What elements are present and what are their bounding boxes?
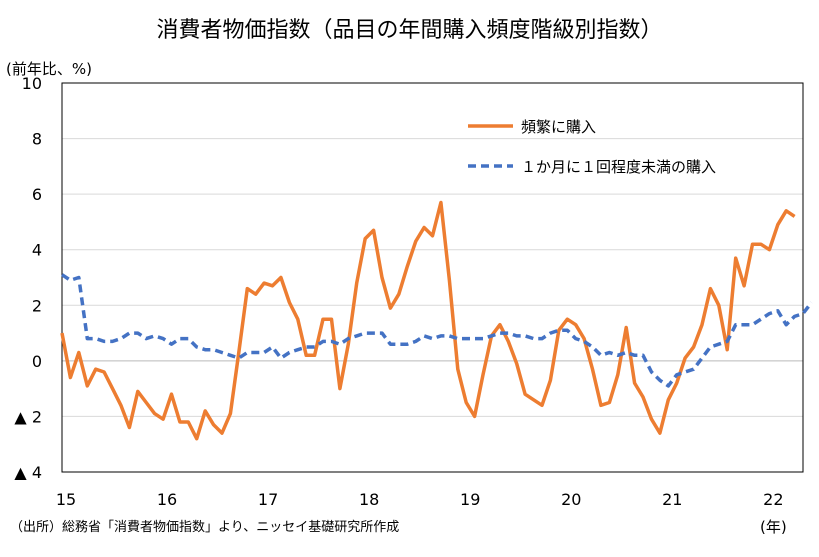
x-axis-tick-labels: 15 16 17 18 19 20 21 22 xyxy=(56,490,784,509)
x-tick-label: 21 xyxy=(662,490,682,509)
grid-lines xyxy=(62,82,803,473)
source-note: （出所）総務省「消費者物価指数」より、ニッセイ基礎研究所作成 xyxy=(10,520,400,535)
legend: 頻繁に購入 １か月に１回程度未満の購入 xyxy=(468,118,716,176)
legend-label-1: 頻繁に購入 xyxy=(521,118,596,136)
y-tick-label: 6 xyxy=(32,185,42,204)
x-tick-label: 16 xyxy=(157,490,177,509)
legend-label-2: １か月に１回程度未満の購入 xyxy=(521,158,716,176)
chart-title: 消費者物価指数（品目の年間購入頻度階級別指数） xyxy=(156,18,663,43)
y-tick-label: ▲ 2 xyxy=(14,407,42,426)
x-tick-label: 17 xyxy=(258,490,278,509)
x-tick-label: 20 xyxy=(561,490,581,509)
y-tick-label: ▲ 4 xyxy=(14,463,42,482)
y-tick-label: 2 xyxy=(32,296,42,315)
x-tick-label: 18 xyxy=(359,490,379,509)
plot-area-frame xyxy=(61,82,804,473)
x-tick-label: 15 xyxy=(56,490,76,509)
x-tick-label: 19 xyxy=(460,490,480,509)
y-tick-label: 4 xyxy=(32,241,42,260)
y-tick-label: 8 xyxy=(32,130,42,149)
y-axis-unit-label: (前年比、%) xyxy=(6,60,92,78)
y-tick-label: 10 xyxy=(22,74,42,93)
y-axis-tick-labels: 10 8 6 4 2 0 ▲ 2 ▲ 4 xyxy=(14,74,42,482)
series-line-2 xyxy=(61,273,813,388)
series-line-1 xyxy=(60,200,796,441)
y-tick-label: 0 xyxy=(32,352,42,371)
x-axis-unit-label: (年) xyxy=(760,518,787,536)
x-tick-label: 22 xyxy=(763,490,783,509)
data-series xyxy=(60,200,813,441)
